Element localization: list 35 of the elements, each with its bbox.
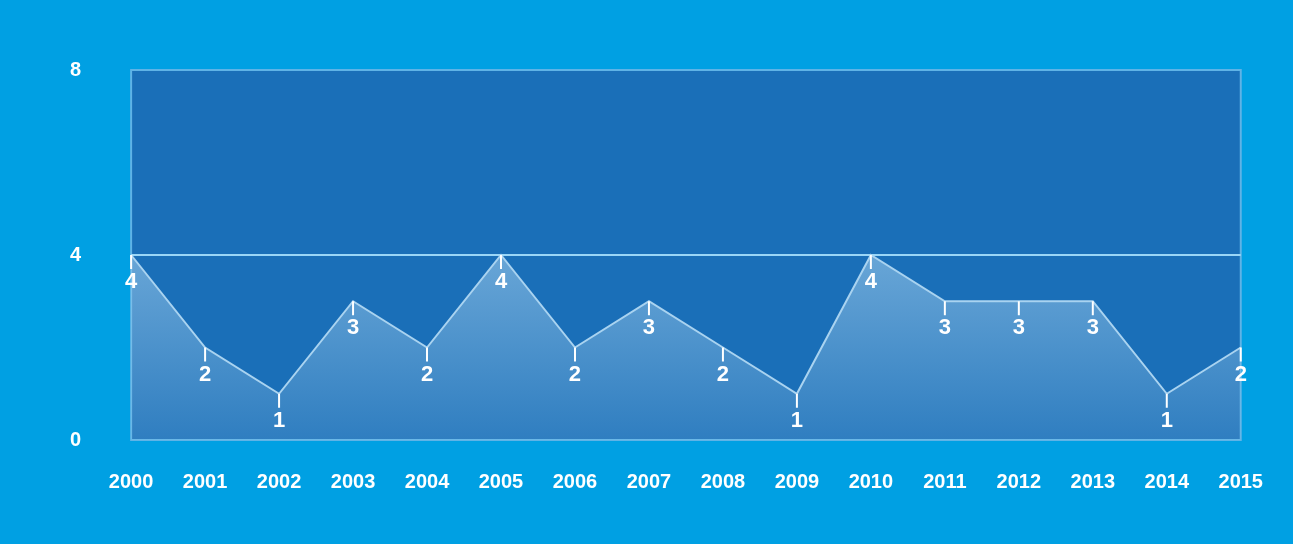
x-tick-label: 2009 — [774, 469, 820, 492]
x-tick-label: 2002 — [256, 469, 302, 492]
x-tick-label: 2005 — [478, 469, 524, 492]
x-tick-label: 2003 — [330, 469, 376, 492]
x-tick-label: 2010 — [848, 469, 894, 492]
data-label: 2 — [568, 360, 582, 386]
data-label: 3 — [1086, 314, 1099, 340]
data-label: 3 — [642, 314, 656, 340]
x-tick-label: 2001 — [182, 469, 228, 492]
x-tick-label: 2015 — [1218, 469, 1263, 492]
x-tick-label: 2008 — [700, 469, 746, 492]
data-label: 4 — [125, 268, 138, 294]
data-label: 3 — [346, 314, 360, 340]
data-label: 2 — [198, 360, 212, 386]
y-tick-label: 0 — [70, 427, 82, 450]
x-tick-label: 2006 — [552, 469, 598, 492]
data-label: 4 — [864, 268, 878, 294]
y-tick-label: 8 — [70, 57, 82, 80]
x-tick-label: 2013 — [1070, 469, 1116, 492]
data-label: 1 — [1160, 406, 1173, 432]
x-tick-label: 2012 — [996, 469, 1042, 492]
x-tick-label: 2014 — [1144, 469, 1190, 492]
x-tick-label: 2011 — [923, 469, 967, 492]
data-label: 3 — [1012, 314, 1025, 340]
y-tick-label: 4 — [70, 242, 82, 265]
x-tick-label: 2000 — [108, 469, 154, 492]
data-label: 2 — [1234, 360, 1247, 386]
data-label: 2 — [420, 360, 434, 386]
data-label: 1 — [790, 406, 804, 432]
x-tick-label: 2007 — [626, 469, 672, 492]
data-label: 4 — [494, 268, 508, 294]
x-tick-label: 2004 — [404, 469, 451, 492]
data-label: 3 — [938, 314, 951, 340]
data-label: 2 — [716, 360, 730, 386]
data-label: 1 — [272, 406, 286, 432]
